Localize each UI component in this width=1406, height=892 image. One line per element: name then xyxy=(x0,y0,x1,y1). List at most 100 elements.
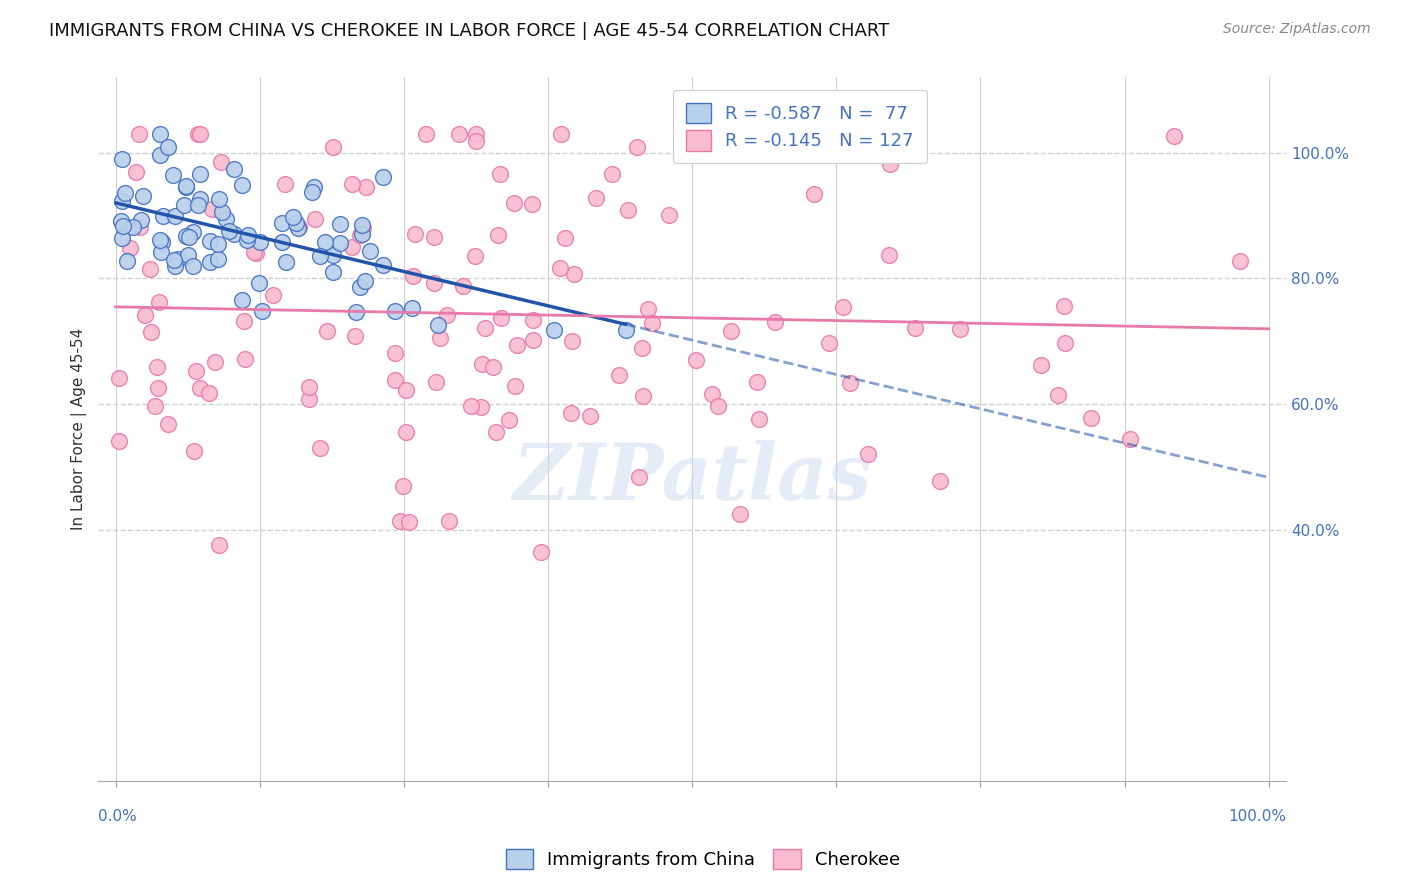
Point xyxy=(201,202,224,216)
Point xyxy=(464,249,486,263)
Point xyxy=(425,375,447,389)
Point xyxy=(132,189,155,203)
Point xyxy=(384,372,406,386)
Point xyxy=(139,261,162,276)
Point xyxy=(617,203,640,218)
Point xyxy=(235,233,257,247)
Legend: Immigrants from China, Cherokee: Immigrants from China, Cherokee xyxy=(496,839,910,879)
Point xyxy=(329,217,352,231)
Point xyxy=(423,276,446,290)
Point xyxy=(344,304,367,318)
Point xyxy=(188,192,211,206)
Point xyxy=(471,358,494,372)
Point xyxy=(298,392,321,406)
Point xyxy=(129,212,152,227)
Point xyxy=(359,244,381,258)
Point xyxy=(270,216,292,230)
Point xyxy=(167,252,190,266)
Point xyxy=(401,301,423,315)
Point xyxy=(398,515,420,529)
Point xyxy=(449,127,471,141)
Point xyxy=(391,479,413,493)
Point xyxy=(262,287,284,301)
Text: Source: ZipAtlas.com: Source: ZipAtlas.com xyxy=(1223,22,1371,37)
Point xyxy=(585,191,607,205)
Point xyxy=(1053,299,1076,313)
Point xyxy=(384,345,406,359)
Point xyxy=(824,134,846,148)
Point xyxy=(350,227,373,241)
Point xyxy=(152,209,174,223)
Point xyxy=(389,514,412,528)
Point xyxy=(187,127,209,141)
Text: 0.0%: 0.0% xyxy=(98,809,138,824)
Point xyxy=(149,127,172,141)
Point xyxy=(506,338,529,352)
Point xyxy=(315,324,337,338)
Point xyxy=(287,220,309,235)
Point xyxy=(520,196,543,211)
Point xyxy=(728,507,751,521)
Point xyxy=(803,187,825,202)
Point xyxy=(353,274,375,288)
Point xyxy=(1080,410,1102,425)
Point xyxy=(685,352,707,367)
Point xyxy=(1054,335,1077,350)
Point xyxy=(176,178,198,193)
Point xyxy=(122,219,145,234)
Point xyxy=(174,179,197,194)
Point xyxy=(340,240,363,254)
Point xyxy=(287,220,309,235)
Point xyxy=(349,227,371,242)
Point xyxy=(209,155,232,169)
Point xyxy=(631,389,654,403)
Point xyxy=(188,127,211,141)
Point xyxy=(482,360,505,375)
Point xyxy=(522,333,544,347)
Point xyxy=(118,241,141,255)
Point xyxy=(464,134,486,148)
Point xyxy=(641,316,664,330)
Point xyxy=(146,360,169,375)
Point xyxy=(304,179,326,194)
Point xyxy=(276,255,298,269)
Point xyxy=(231,178,253,193)
Point xyxy=(485,425,508,439)
Point xyxy=(146,381,169,395)
Point xyxy=(128,127,150,141)
Point xyxy=(285,216,308,230)
Point xyxy=(322,265,344,279)
Point xyxy=(184,364,207,378)
Point xyxy=(163,209,186,223)
Point xyxy=(143,400,166,414)
Point xyxy=(543,323,565,337)
Point xyxy=(304,212,326,227)
Point xyxy=(354,180,377,194)
Point xyxy=(211,205,233,219)
Point xyxy=(1119,432,1142,446)
Point xyxy=(301,185,323,199)
Point xyxy=(157,139,180,153)
Point xyxy=(879,157,901,171)
Point xyxy=(550,127,572,141)
Point xyxy=(128,219,150,234)
Point xyxy=(111,194,134,208)
Point xyxy=(247,277,270,291)
Point xyxy=(395,383,418,397)
Point xyxy=(561,334,583,348)
Point xyxy=(308,441,330,455)
Point xyxy=(529,545,551,559)
Point xyxy=(208,192,231,206)
Point xyxy=(658,209,681,223)
Point xyxy=(322,140,344,154)
Point xyxy=(748,411,770,425)
Point xyxy=(503,379,526,393)
Point xyxy=(183,444,205,458)
Point xyxy=(314,235,336,250)
Point xyxy=(163,253,186,268)
Point xyxy=(1229,254,1251,268)
Point xyxy=(149,233,172,247)
Point xyxy=(560,406,582,420)
Point xyxy=(609,368,631,382)
Point xyxy=(250,304,273,318)
